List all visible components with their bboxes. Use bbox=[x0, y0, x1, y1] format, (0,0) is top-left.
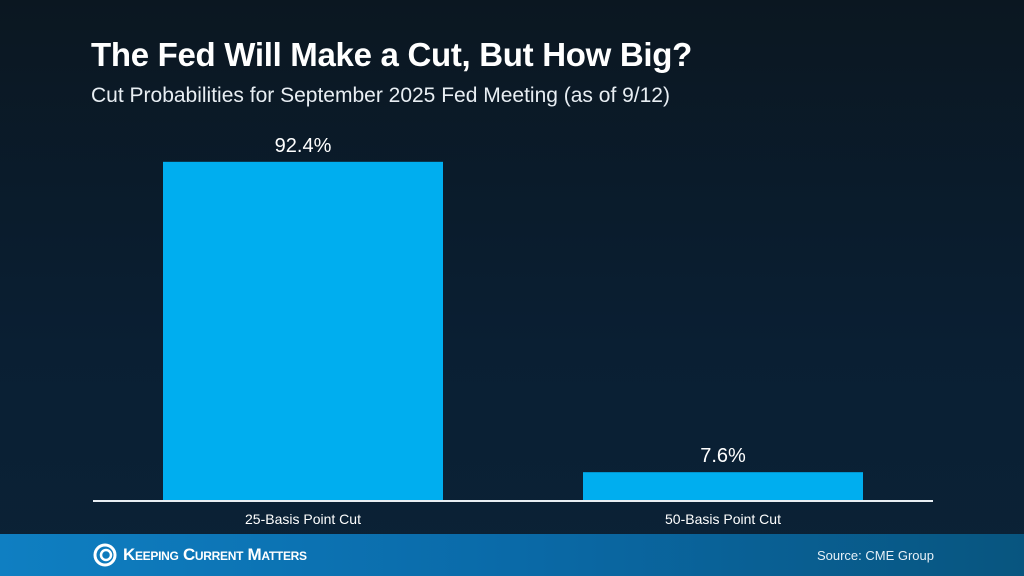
footer: Keeping Current Matters Source: CME Grou… bbox=[0, 534, 1024, 576]
x-tick-label: 50-Basis Point Cut bbox=[665, 511, 781, 527]
brand-logo: Keeping Current Matters bbox=[93, 543, 307, 567]
x-tick-label: 25-Basis Point Cut bbox=[245, 511, 361, 527]
chart-subtitle: Cut Probabilities for September 2025 Fed… bbox=[91, 84, 670, 107]
brand-name: Keeping Current Matters bbox=[123, 545, 307, 564]
swirl-logo-icon bbox=[93, 543, 117, 567]
data-label: 7.6% bbox=[700, 445, 746, 467]
bar-chart: 92.4% 25-Basis Point Cut 7.6% 50-Basis Poin… bbox=[93, 135, 933, 527]
chart-title: The Fed Will Make a Cut, But How Big? bbox=[91, 36, 692, 73]
bar bbox=[163, 161, 443, 501]
bar bbox=[583, 472, 863, 500]
source-note: Source: CME Group bbox=[816, 548, 934, 563]
data-label: 92.4% bbox=[275, 135, 332, 157]
